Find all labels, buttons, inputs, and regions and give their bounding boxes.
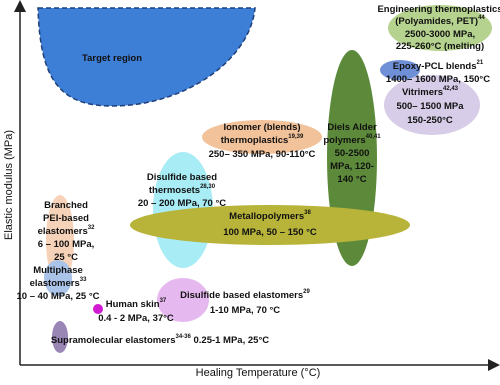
label-text: elastomers (38, 226, 88, 237)
label-text: 20 – 200 MPa, 70 °C (138, 198, 226, 209)
region-label: Epoxy-PCL blends21 (393, 60, 484, 72)
superscript: 29 (303, 289, 310, 295)
region-label: 1400– 1600 MPa, 150°C (386, 74, 490, 85)
region-label: Branched (44, 200, 88, 211)
label-text: Epoxy-PCL blends (393, 61, 477, 72)
region-shape (157, 278, 209, 322)
label-text: Vitrimers (402, 87, 443, 98)
label-text: Engineering thermoplastics (377, 4, 500, 15)
superscript: 32 (88, 225, 95, 231)
region-label: polymers40,41 (323, 134, 381, 146)
region-label: Multiphase (33, 265, 83, 276)
superscript: 19,39 (288, 134, 304, 140)
region-label: Target region (82, 53, 142, 64)
x-axis-label: Healing Temperature (°C) (196, 367, 321, 379)
region-label: Human skin37 (106, 298, 167, 310)
region-label: Disulfide based elastomers29 (180, 289, 310, 301)
region-label: Disulfide based (147, 172, 217, 183)
label-text: 250– 350 MPa, 90-110°C (209, 149, 316, 160)
region-label: elastomers33 (30, 277, 88, 289)
label-text: 6 – 100 MPa, (38, 239, 95, 250)
region-label: Supramolecular elastomers34-36 0.25-1 MP… (51, 334, 269, 346)
label-text: MPa, 120- (330, 161, 374, 172)
label-text: 10 – 40 MPa, 25 °C (16, 291, 99, 302)
region-shape (384, 75, 480, 135)
superscript: 38 (304, 210, 311, 216)
label-text: elastomers (30, 278, 80, 289)
region-label: 100 MPa, 50 – 150 °C (223, 227, 317, 238)
region-label: 150-250°C (407, 115, 453, 126)
region-label: MPa, 120- (330, 161, 374, 172)
label-text: 150-250°C (407, 115, 453, 126)
region-label: (Polyamides, PET)44 (395, 15, 485, 27)
regions (37, 5, 492, 353)
region-label: elastomers32 (38, 225, 96, 237)
region-shape (44, 260, 72, 296)
region-shape (380, 60, 420, 80)
region-label: 140 °C (337, 174, 366, 185)
label-text: Disulfide based elastomers (180, 290, 303, 301)
region-label: 500– 1500 MPa (396, 101, 464, 112)
region-label: Ionomer (blends) (223, 122, 300, 133)
label-text: (Polyamides, PET) (395, 16, 478, 27)
region-label: Diels Alder (327, 122, 377, 133)
label-text: 25 °C (54, 252, 78, 263)
region-shape (93, 304, 103, 314)
region-label: 250– 350 MPa, 90-110°C (209, 149, 316, 160)
label-text: Target region (82, 53, 142, 64)
region-label: thermoplastics19,39 (221, 134, 304, 146)
label-text: Multiphase (33, 265, 83, 276)
label-text: Diels Alder (327, 122, 377, 133)
region-label: 1-10 MPa, 70 °C (210, 305, 280, 316)
label-text: Ionomer (blends) (223, 122, 300, 133)
label-text: Human skin (106, 299, 160, 310)
region-label: Metallopolymers38 (229, 210, 311, 222)
region-label: 225-260°C (melting) (396, 41, 484, 52)
region-label: 2500-3000 MPa, (405, 29, 475, 40)
label-text: Metallopolymers (229, 211, 304, 222)
label-text: 100 MPa, 50 – 150 °C (223, 227, 317, 238)
region-label: 10 – 40 MPa, 25 °C (16, 291, 99, 302)
label-text: 0.25-1 MPa, 25°C (191, 335, 269, 346)
label-text: 1400– 1600 MPa, 150°C (386, 74, 490, 85)
superscript: 28,30 (200, 184, 216, 190)
superscript: 42,43 (443, 86, 459, 92)
label-text: 2500-3000 MPa, (405, 29, 475, 40)
superscript: 33 (80, 277, 87, 283)
region-label: 25 °C (54, 252, 78, 263)
region-label: 0.4 - 2 MPa, 37°C (98, 313, 174, 324)
region-label: 6 – 100 MPa, (38, 239, 95, 250)
region-label: 20 – 200 MPa, 70 °C (138, 198, 226, 209)
region-label: 50-2500 (335, 148, 370, 159)
region-label: PEI-based (43, 213, 89, 224)
superscript: 34-36 (175, 334, 191, 340)
region-label: Vitrimers42,43 (402, 86, 459, 98)
label-text: 0.4 - 2 MPa, 37°C (98, 313, 174, 324)
label-text: 500– 1500 MPa (396, 101, 464, 112)
label-text: 140 °C (337, 174, 366, 185)
superscript: 21 (477, 60, 484, 66)
y-axis-label: Elastic modulus (MPa) (3, 130, 15, 240)
label-text: 50-2500 (335, 148, 370, 159)
region-label: Engineering thermoplastics (377, 4, 500, 15)
label-text: thermoplastics (221, 135, 289, 146)
label-text: 225-260°C (melting) (396, 41, 484, 52)
superscript: 40,41 (366, 134, 382, 140)
label-text: PEI-based (43, 213, 89, 224)
label-text: thermosets (149, 185, 200, 196)
superscript: 37 (160, 298, 167, 304)
target-region (37, 7, 256, 107)
superscript: 44 (478, 15, 485, 21)
label-text: Supramolecular elastomers (51, 335, 176, 346)
label-text: 1-10 MPa, 70 °C (210, 305, 280, 316)
region-shape (52, 321, 68, 353)
label-text: polymers (323, 135, 365, 146)
region-shape (388, 5, 492, 51)
label-text: Branched (44, 200, 88, 211)
region-shape (202, 120, 322, 154)
region-label: thermosets28,30 (149, 184, 216, 196)
label-text: Disulfide based (147, 172, 217, 183)
region-shape (130, 205, 410, 245)
